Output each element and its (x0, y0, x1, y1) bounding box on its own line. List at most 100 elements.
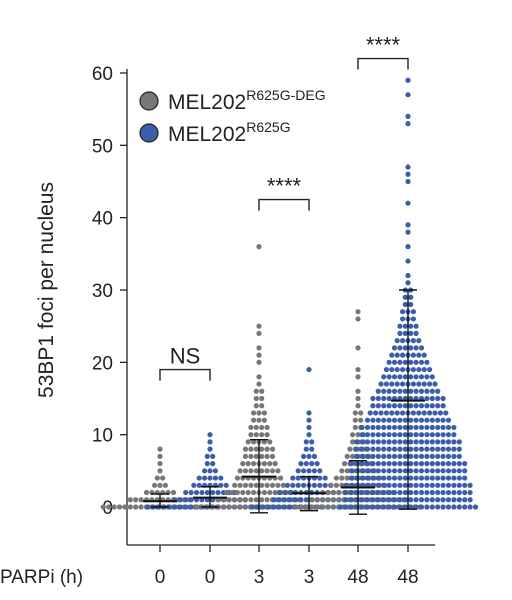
data-point (456, 439, 462, 445)
data-point (248, 453, 254, 459)
data-point (440, 439, 446, 445)
data-point (306, 417, 312, 423)
y-tick-label: 40 (92, 209, 113, 230)
data-point (413, 439, 419, 445)
data-point (261, 461, 267, 467)
data-point (364, 417, 371, 423)
data-point (394, 410, 400, 416)
data-point (445, 424, 452, 431)
data-point (245, 461, 251, 467)
data-point (295, 482, 301, 488)
data-point (405, 92, 411, 98)
data-point (435, 439, 441, 445)
data-point (429, 504, 435, 510)
data-point (295, 475, 301, 481)
data-point (188, 497, 194, 503)
data-point (375, 461, 381, 467)
data-point (402, 497, 408, 503)
data-point (364, 489, 371, 496)
data-point (400, 410, 406, 416)
data-point (456, 461, 462, 467)
data-point (440, 403, 446, 409)
data-point (413, 330, 419, 336)
data-point (402, 468, 408, 474)
data-point (402, 482, 408, 488)
data-point (224, 489, 230, 496)
data-point (355, 374, 361, 380)
data-point (339, 475, 345, 481)
data-point (413, 374, 419, 380)
data-point (261, 439, 267, 445)
data-point (421, 381, 427, 387)
data-point (352, 417, 358, 423)
data-point (306, 410, 312, 416)
data-point (397, 468, 403, 474)
data-point (405, 244, 411, 250)
y-tick-label: 50 (92, 136, 113, 157)
data-point (375, 446, 381, 452)
data-point (397, 446, 403, 452)
data-point (418, 446, 425, 452)
data-point (320, 497, 326, 503)
data-point (331, 497, 337, 503)
data-point (451, 475, 457, 481)
data-point (462, 504, 468, 510)
data-point (472, 504, 479, 510)
data-point (364, 453, 371, 459)
data-point (242, 497, 249, 503)
data-point (391, 482, 398, 488)
data-point (418, 468, 425, 474)
data-point (311, 468, 317, 474)
data-point (309, 497, 315, 503)
data-point (381, 461, 387, 467)
y-tick-label: 10 (92, 426, 113, 447)
data-point (328, 482, 334, 488)
data-point (370, 453, 376, 459)
data-point (138, 497, 144, 503)
data-point (152, 482, 158, 488)
y-axis-label: 53BP1 foci per nucleus (35, 182, 58, 398)
data-point (232, 482, 238, 488)
data-point (378, 410, 384, 416)
data-point (408, 475, 414, 481)
data-point (424, 482, 430, 488)
data-point (337, 504, 344, 510)
data-point (429, 403, 435, 409)
data-point (212, 475, 218, 481)
data-point (405, 229, 411, 235)
data-point (467, 497, 473, 503)
data-point (418, 403, 425, 409)
data-point (456, 497, 462, 503)
data-point (440, 395, 446, 402)
data-point (226, 504, 232, 510)
data-point (405, 258, 411, 264)
data-point (451, 432, 457, 438)
data-point (402, 388, 408, 394)
data-point (386, 359, 392, 365)
data-point (418, 432, 425, 438)
data-point (242, 468, 249, 474)
data-point (322, 475, 328, 481)
data-point (251, 439, 257, 445)
data-point (248, 446, 254, 452)
legend-swatch (139, 91, 159, 111)
data-point (245, 439, 251, 445)
data-point (408, 374, 414, 380)
data-point (355, 432, 361, 438)
data-point (408, 345, 414, 351)
data-point (429, 388, 435, 394)
data-point (413, 497, 419, 503)
data-point (350, 439, 356, 445)
data-point (402, 345, 408, 351)
data-point (456, 475, 462, 481)
data-point (375, 432, 381, 438)
data-point (424, 446, 430, 452)
data-point (355, 345, 361, 351)
data-point (386, 374, 392, 380)
data-point (451, 497, 457, 503)
data-point (177, 497, 183, 503)
data-point (418, 497, 425, 503)
data-point (133, 497, 139, 503)
data-point (424, 424, 430, 431)
data-point (375, 424, 381, 431)
